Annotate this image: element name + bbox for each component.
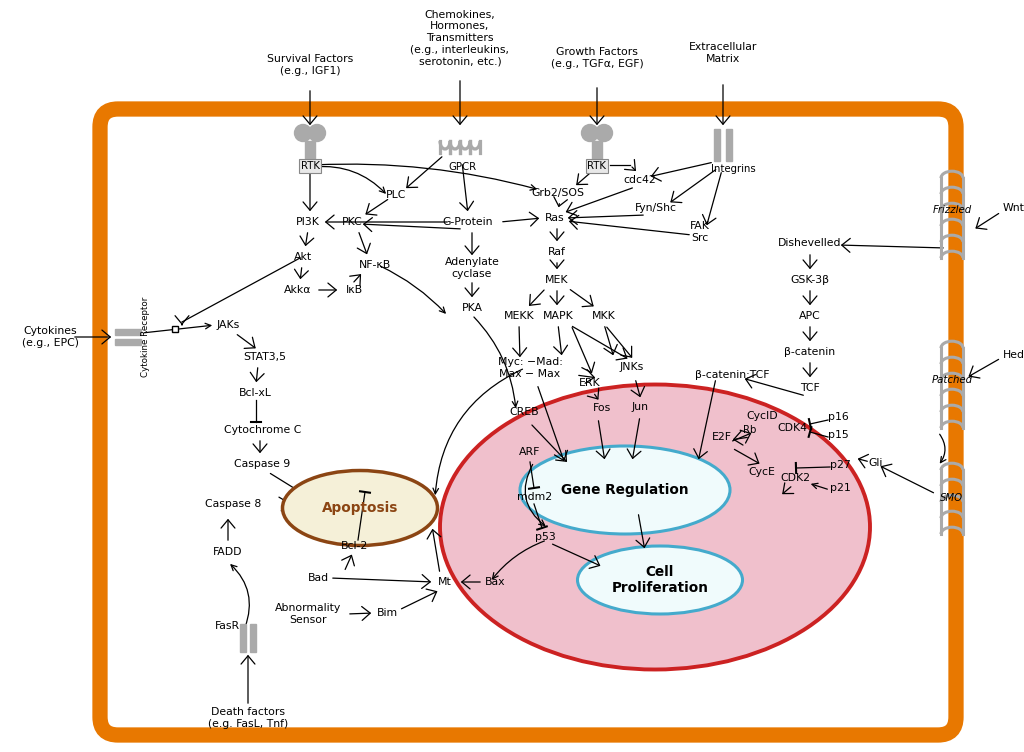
Text: MEKK: MEKK xyxy=(504,311,535,321)
Text: cdc42: cdc42 xyxy=(624,175,656,185)
Text: CycID: CycID xyxy=(746,411,778,421)
Text: Frizzled: Frizzled xyxy=(933,205,972,215)
Text: Chemokines,
Hormones,
Transmitters
(e.g., interleukins,
serotonin, etc.): Chemokines, Hormones, Transmitters (e.g.… xyxy=(411,10,510,66)
Text: JAKs: JAKs xyxy=(216,320,240,330)
Text: Myc: −Mad:
Max − Max: Myc: −Mad: Max − Max xyxy=(498,357,562,379)
Text: Growth Factors
(e.g., TGFα, EGF): Growth Factors (e.g., TGFα, EGF) xyxy=(551,47,643,68)
Bar xyxy=(592,141,602,159)
Text: JNKs: JNKs xyxy=(620,362,644,372)
Text: RTK: RTK xyxy=(588,161,606,171)
Text: β-catenin: β-catenin xyxy=(784,347,836,357)
Text: MEK: MEK xyxy=(545,275,568,285)
Text: Cell
Proliferation: Cell Proliferation xyxy=(611,565,709,595)
Bar xyxy=(714,129,720,161)
Text: FasR: FasR xyxy=(215,621,240,631)
Text: PKC: PKC xyxy=(342,217,362,227)
Text: G-Protein: G-Protein xyxy=(442,217,494,227)
Ellipse shape xyxy=(283,471,437,545)
Text: ERK: ERK xyxy=(580,378,601,388)
Text: GPCR: GPCR xyxy=(447,162,476,172)
Text: Survival Factors
(e.g., IGF1): Survival Factors (e.g., IGF1) xyxy=(267,54,353,76)
Text: Fos: Fos xyxy=(593,403,611,413)
Text: Jun: Jun xyxy=(632,402,648,412)
Text: Caspase 8: Caspase 8 xyxy=(205,499,261,509)
Text: APC: APC xyxy=(799,311,821,321)
Text: FAK
Src: FAK Src xyxy=(690,221,710,243)
Text: Bcl-2: Bcl-2 xyxy=(341,541,369,551)
Text: Gene Regulation: Gene Regulation xyxy=(561,483,689,497)
Text: Integrins: Integrins xyxy=(711,164,756,174)
Ellipse shape xyxy=(440,384,870,669)
Text: Death factors
(e.g. FasL, Tnf): Death factors (e.g. FasL, Tnf) xyxy=(208,707,288,729)
Circle shape xyxy=(295,125,311,141)
Text: Apoptosis: Apoptosis xyxy=(322,501,398,515)
Text: TCF: TCF xyxy=(800,383,820,393)
Text: PI3K: PI3K xyxy=(296,217,319,227)
Text: Bax: Bax xyxy=(484,577,505,587)
Text: Bim: Bim xyxy=(377,608,397,618)
Text: Cytokine Receptor: Cytokine Receptor xyxy=(141,297,151,378)
Text: p15: p15 xyxy=(828,430,849,440)
Text: E2F: E2F xyxy=(712,432,732,442)
Text: Dishevelled: Dishevelled xyxy=(778,238,842,248)
Bar xyxy=(726,129,732,161)
Circle shape xyxy=(308,125,326,141)
Text: FADD: FADD xyxy=(213,547,243,557)
Text: Gli: Gli xyxy=(868,458,883,468)
Text: Akkα: Akkα xyxy=(285,285,311,295)
Text: Extracellular
Matrix: Extracellular Matrix xyxy=(689,42,757,64)
Text: Wnt: Wnt xyxy=(1002,203,1024,213)
Text: CDK4: CDK4 xyxy=(777,423,807,433)
Text: Abnormality
Sensor: Abnormality Sensor xyxy=(274,603,341,625)
Text: p21: p21 xyxy=(830,483,851,493)
Text: Fyn/Shc: Fyn/Shc xyxy=(635,203,677,213)
Text: PLC: PLC xyxy=(386,190,407,200)
Text: NF-κB: NF-κB xyxy=(358,260,391,270)
Text: Bcl-xL: Bcl-xL xyxy=(239,388,271,398)
Text: Mt: Mt xyxy=(438,577,452,587)
Text: ARF: ARF xyxy=(519,447,541,457)
Bar xyxy=(115,339,141,345)
Text: p53: p53 xyxy=(535,532,555,542)
Text: STAT3,5: STAT3,5 xyxy=(244,352,287,362)
Text: Grb2/SOS: Grb2/SOS xyxy=(531,188,585,198)
Text: Raf: Raf xyxy=(548,247,566,257)
Text: mdm2: mdm2 xyxy=(517,492,553,502)
FancyBboxPatch shape xyxy=(100,109,956,735)
Text: MKK: MKK xyxy=(592,311,615,321)
Text: Caspase 9: Caspase 9 xyxy=(233,459,290,469)
Text: CycE: CycE xyxy=(749,467,775,477)
Text: PKA: PKA xyxy=(462,303,482,313)
Text: CREB: CREB xyxy=(509,407,539,417)
Bar xyxy=(250,624,256,652)
Text: p16: p16 xyxy=(828,412,849,422)
Circle shape xyxy=(596,125,612,141)
Text: p27: p27 xyxy=(830,460,851,470)
Circle shape xyxy=(582,125,598,141)
Text: GSK-3β: GSK-3β xyxy=(791,275,829,285)
Text: Adenylate
cyclase: Adenylate cyclase xyxy=(444,257,500,279)
Text: Cytokines
(e.g., EPC): Cytokines (e.g., EPC) xyxy=(22,326,79,347)
Text: Bad: Bad xyxy=(307,573,329,583)
Text: SMO: SMO xyxy=(940,493,964,503)
Text: Akt: Akt xyxy=(294,252,312,262)
Bar xyxy=(305,141,315,159)
Ellipse shape xyxy=(520,446,730,534)
Bar xyxy=(115,329,141,335)
Bar xyxy=(240,624,246,652)
Text: Hedgehog: Hedgehog xyxy=(1002,350,1024,360)
Text: Ras: Ras xyxy=(545,213,565,223)
Text: MAPK: MAPK xyxy=(543,311,573,321)
Text: Patched: Patched xyxy=(932,375,973,385)
Text: IκB: IκB xyxy=(345,285,362,295)
Text: Cytochrome C: Cytochrome C xyxy=(224,425,302,435)
Text: CDK2: CDK2 xyxy=(780,473,810,483)
Text: RTK: RTK xyxy=(300,161,319,171)
Text: β-catenin:TCF: β-catenin:TCF xyxy=(694,370,769,380)
Text: Rb: Rb xyxy=(743,425,757,435)
Ellipse shape xyxy=(578,546,742,614)
